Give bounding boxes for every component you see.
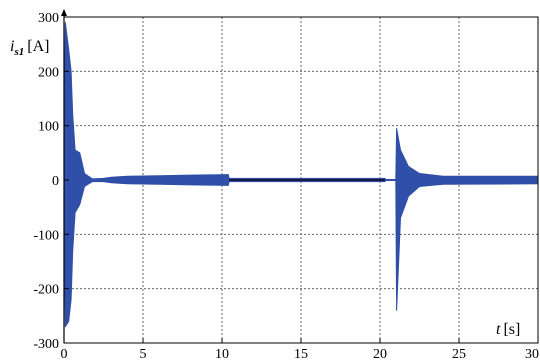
y-tick-label: 200 [38,65,59,80]
x-tick-label: 0 [61,347,68,360]
x-tick-label: 15 [294,347,308,360]
y-tick-label: 300 [38,11,59,26]
x-tick-label: 25 [452,347,466,360]
y-tick-label: -100 [33,228,59,243]
y-tick-label: 100 [38,120,59,135]
y-tick-label: -200 [33,283,59,298]
x-tick-label: 10 [215,347,229,360]
y-tick-label: -300 [33,337,59,352]
y-axis-label: is1 [A] [10,38,49,58]
y-axis-arrow [61,9,67,16]
y-tick-label: 0 [52,174,59,189]
x-tick-label: 20 [373,347,387,360]
x-tick-label: 5 [140,347,147,360]
x-tick-label: 30 [525,347,539,360]
x-axis-label: t [s] [496,321,520,338]
x-tick-labels: 0 5 10 15 20 25 30 [61,338,539,360]
y-tick-labels: 300 200 100 0 -100 -200 -300 [33,11,69,352]
